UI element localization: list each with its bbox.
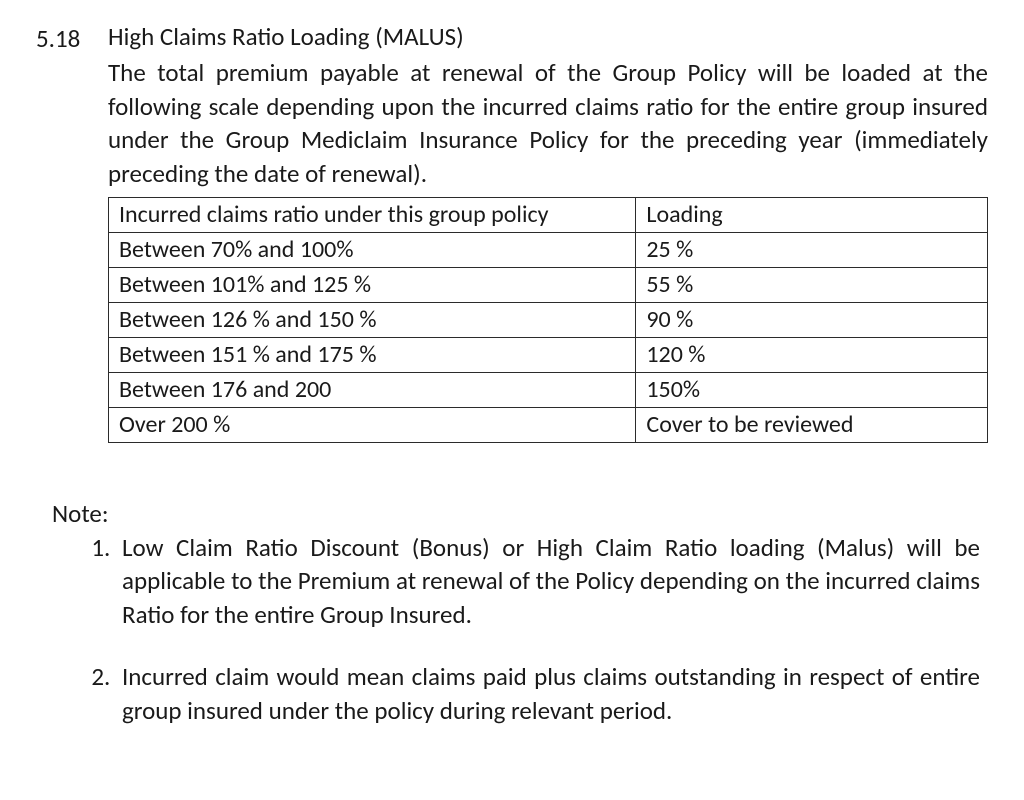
note-list: Low Claim Ratio Discount (Bonus) or High…: [52, 531, 988, 728]
section-title: High Claims Ratio Loading (MALUS): [108, 20, 988, 54]
table-cell: 55 %: [636, 267, 988, 302]
table-cell: Between 70% and 100%: [109, 232, 636, 267]
section-body: High Claims Ratio Loading (MALUS) The to…: [108, 20, 988, 443]
table-cell: 120 %: [636, 337, 988, 372]
table-row: Between 126 % and 150 % 90 %: [109, 302, 988, 337]
section-number: 5.18: [36, 20, 108, 56]
table-cell: Cover to be reviewed: [636, 407, 988, 442]
note-item: Low Claim Ratio Discount (Bonus) or High…: [116, 531, 988, 632]
document-page: 5.18 High Claims Ratio Loading (MALUS) T…: [0, 0, 1024, 775]
note-label: Note:: [52, 497, 988, 531]
table-row: Between 101% and 125 % 55 %: [109, 267, 988, 302]
section-paragraph: The total premium payable at renewal of …: [108, 56, 988, 191]
table-cell: Between 126 % and 150 %: [109, 302, 636, 337]
note-item: Incurred claim would mean claims paid pl…: [116, 660, 988, 728]
table-cell: Between 151 % and 175 %: [109, 337, 636, 372]
table-cell: 150%: [636, 372, 988, 407]
table-cell: Over 200 %: [109, 407, 636, 442]
table-cell: Between 176 and 200: [109, 372, 636, 407]
table-row: Between 151 % and 175 % 120 %: [109, 337, 988, 372]
table-row: Incurred claims ratio under this group p…: [109, 197, 988, 232]
table-cell: 90 %: [636, 302, 988, 337]
table-header-cell: Incurred claims ratio under this group p…: [109, 197, 636, 232]
table-header-cell: Loading: [636, 197, 988, 232]
table-row: Over 200 % Cover to be reviewed: [109, 407, 988, 442]
table-cell: Between 101% and 125 %: [109, 267, 636, 302]
loading-table: Incurred claims ratio under this group p…: [108, 197, 988, 443]
note-block: Note: Low Claim Ratio Discount (Bonus) o…: [36, 497, 988, 728]
table-cell: 25 %: [636, 232, 988, 267]
table-row: Between 176 and 200 150%: [109, 372, 988, 407]
section-5-18: 5.18 High Claims Ratio Loading (MALUS) T…: [36, 20, 988, 443]
table-row: Between 70% and 100% 25 %: [109, 232, 988, 267]
